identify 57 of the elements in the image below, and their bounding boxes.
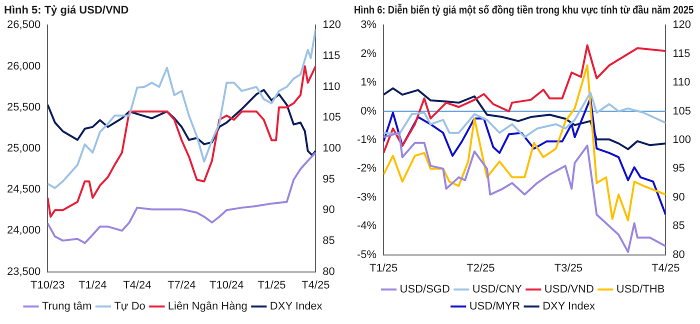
y2-tick-label: 90 bbox=[322, 204, 335, 216]
y2-tick-label: 85 bbox=[672, 220, 685, 232]
y2-tick-label: 105 bbox=[322, 112, 342, 124]
y2-tick-label: 105 bbox=[672, 105, 692, 118]
legend-label: Liên Ngân Hàng bbox=[168, 300, 248, 313]
legend-label: DXY Index bbox=[270, 300, 323, 313]
y-tick-label: -3% bbox=[357, 191, 377, 204]
y-tick-label: 26,500 bbox=[6, 19, 41, 32]
x-tick-label: T7/24 bbox=[168, 279, 196, 292]
chart-title: Hình 6: Diễn biến tỷ giá một số đồng tiền trong khu vực tính từ đầu năm 2025 bbox=[354, 4, 694, 17]
x-tick-label: T3/25 bbox=[554, 262, 583, 274]
y-tick-label: 25,500 bbox=[6, 101, 41, 114]
legend-label: DXY Index bbox=[542, 300, 596, 313]
y2-tick-label: 95 bbox=[672, 162, 685, 175]
y-tick-label: -1% bbox=[357, 134, 377, 146]
y2-tick-label: 120 bbox=[672, 19, 692, 32]
x-tick-label: T1/25 bbox=[369, 262, 398, 274]
y2-tick-label: 80 bbox=[322, 266, 335, 278]
y2-tick-label: 110 bbox=[322, 80, 340, 93]
x-tick-label: T2/25 bbox=[466, 262, 495, 274]
y-tick-label: -2% bbox=[357, 162, 377, 175]
y-tick-label: -4% bbox=[357, 220, 377, 232]
y2-tick-label: 100 bbox=[672, 134, 692, 146]
y-tick-label: 1% bbox=[360, 76, 377, 89]
x-tick-label: T4/25 bbox=[652, 262, 680, 274]
legend-label: USD/MYR bbox=[469, 300, 520, 313]
legend-label: Trung tâm bbox=[42, 300, 92, 313]
legend-label: USD/THB bbox=[616, 284, 665, 296]
y2-tick-label: 90 bbox=[672, 191, 685, 204]
x-tick-label: T1/25 bbox=[258, 279, 286, 292]
legend-label: Tự Do bbox=[114, 300, 146, 313]
x-tick-label: T4/24 bbox=[123, 279, 152, 292]
legend-label: USD/VND bbox=[544, 284, 594, 296]
y2-tick-label: 80 bbox=[672, 248, 685, 261]
legend-label: USD/CNY bbox=[472, 284, 523, 296]
y2-tick-label: 115 bbox=[322, 50, 340, 62]
y-tick-label: -5% bbox=[357, 248, 377, 261]
y2-tick-label: 85 bbox=[322, 235, 335, 248]
y-tick-label: 25,000 bbox=[6, 142, 41, 155]
y-tick-label: 26,000 bbox=[6, 60, 41, 72]
y2-tick-label: 115 bbox=[672, 48, 690, 60]
x-tick-label: T10/24 bbox=[210, 279, 244, 292]
chart-title: Hình 5: Tỷ giá USD/VND bbox=[4, 4, 129, 17]
y-tick-label: 24,500 bbox=[6, 184, 41, 196]
y-tick-label: 2% bbox=[360, 48, 377, 60]
y2-tick-label: 95 bbox=[322, 173, 335, 186]
y2-tick-label: 100 bbox=[322, 142, 342, 155]
x-tick-label: T4/25 bbox=[302, 279, 330, 292]
y-tick-label: 23,500 bbox=[6, 266, 41, 278]
x-tick-label: T10/23 bbox=[30, 279, 65, 292]
y-tick-label: 3% bbox=[360, 19, 377, 32]
y2-tick-label: 120 bbox=[322, 19, 342, 32]
y2-tick-label: 110 bbox=[672, 76, 690, 89]
y-tick-label: 0% bbox=[360, 105, 377, 118]
y-tick-label: 24,000 bbox=[6, 224, 41, 237]
legend-label: USD/SGD bbox=[400, 284, 450, 296]
x-tick-label: T1/24 bbox=[78, 279, 107, 292]
